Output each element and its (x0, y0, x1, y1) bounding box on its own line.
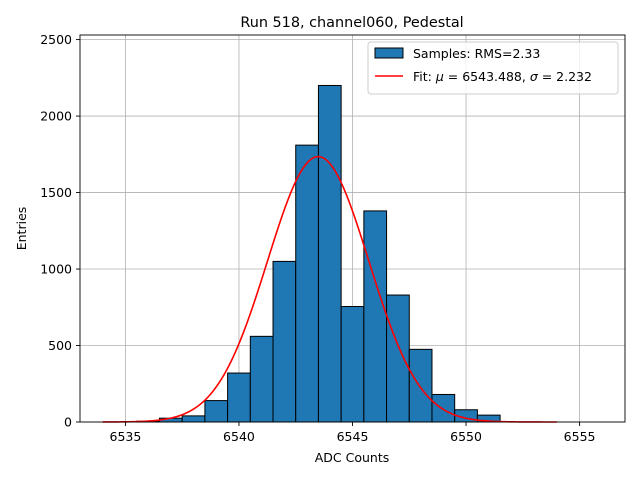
y-tick-label: 1000 (40, 262, 72, 277)
legend: Samples: RMS=2.33 Fit: μ = 6543.488, σ =… (367, 41, 619, 95)
y-tick-label: 0 (64, 415, 72, 430)
legend-hist-label: Samples: RMS=2.33 (413, 46, 540, 61)
x-tick-label: 6540 (223, 429, 255, 444)
x-ticks: 6535 6540 6545 6550 6555 (110, 422, 596, 444)
y-tick-label: 500 (48, 338, 72, 353)
x-tick-label: 6555 (564, 429, 596, 444)
histogram-bar (181, 415, 206, 423)
legend-fit-sigma-symbol: σ (530, 69, 539, 84)
bars-layer (136, 84, 501, 423)
histogram-bar (295, 144, 319, 423)
grid-layer (80, 35, 625, 423)
histogram-bar (249, 335, 274, 423)
chart-title: Run 518, channel060, Pedestal (240, 15, 463, 31)
histogram-bar (204, 400, 229, 423)
histogram-bar (272, 260, 297, 423)
legend-box (367, 41, 619, 95)
histogram-bar (431, 393, 456, 423)
legend-fit-mu-value: = 6543.488, (444, 69, 530, 84)
legend-hist-swatch (374, 47, 404, 59)
x-tick-label: 6545 (337, 429, 369, 444)
histogram-bar (227, 372, 251, 423)
legend-fit-mu-symbol: μ (435, 69, 444, 84)
y-ticks: 0 500 1000 1500 2000 2500 (40, 32, 80, 430)
x-tick-label: 6550 (450, 429, 482, 444)
histogram-bar (317, 84, 342, 423)
x-tick-label: 6535 (110, 429, 142, 444)
histogram-bar (340, 306, 365, 423)
histogram-bar (386, 294, 410, 423)
y-tick-label: 2500 (40, 32, 72, 47)
histogram-bar (363, 210, 388, 423)
x-axis-label: ADC Counts (315, 450, 390, 465)
legend-fit-prefix: Fit: (413, 69, 436, 84)
y-axis-label: Entries (14, 207, 29, 251)
histogram-bar (408, 348, 433, 423)
legend-fit-label: Fit: μ = 6543.488, σ = 2.232 (413, 69, 592, 84)
fit-curve (102, 155, 557, 423)
legend-fit-sigma-value: = 2.232 (538, 69, 592, 84)
y-tick-label: 1500 (40, 185, 72, 200)
y-tick-label: 2000 (40, 109, 72, 124)
